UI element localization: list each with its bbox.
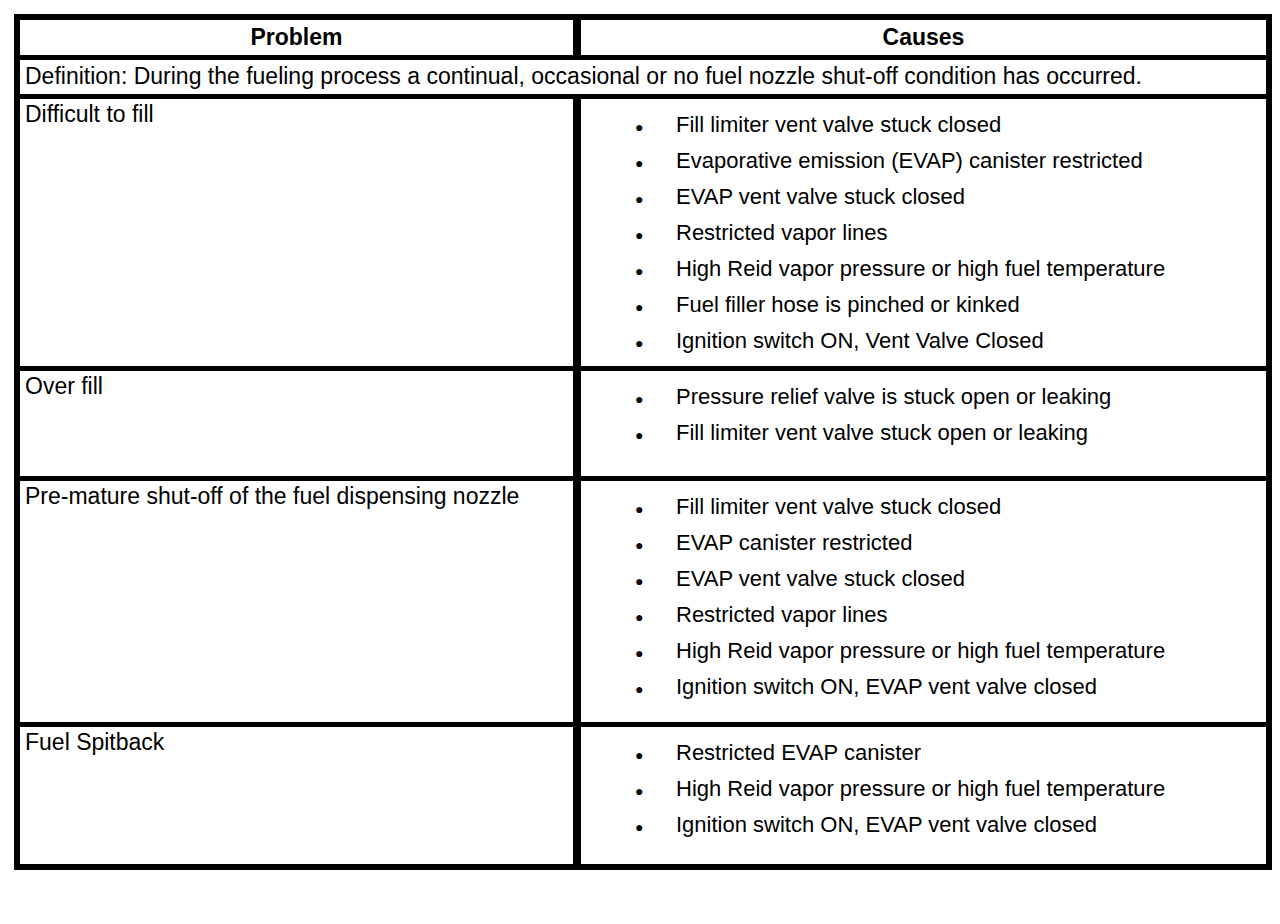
cause-item: ● Ignition switch ON, EVAP vent valve cl… [631, 808, 1262, 844]
cause-item: ● Restricted EVAP canister [631, 736, 1262, 772]
problem-cell: Pre-mature shut-off of the fuel dispensi… [17, 478, 577, 724]
definition-text: Definition: During the fueling process a… [17, 57, 1269, 96]
cause-label: Ignition switch ON, Vent Valve Closed [676, 324, 1262, 357]
table-row: Fuel Spitback ● Restricted EVAP canister… [17, 724, 1269, 867]
cause-label: Fill limiter vent valve stuck closed [676, 108, 1262, 141]
cause-item: ● Evaporative emission (EVAP) canister r… [631, 144, 1262, 180]
cause-label: Restricted vapor lines [676, 216, 1262, 249]
cause-item: ● EVAP vent valve stuck closed [631, 180, 1262, 216]
cause-item: ● Ignition switch ON, EVAP vent valve cl… [631, 670, 1262, 706]
cause-item: ● Fill limiter vent valve stuck open or … [631, 416, 1262, 452]
cause-label: Restricted EVAP canister [676, 736, 1262, 769]
definition-row: Definition: During the fueling process a… [17, 57, 1269, 96]
bullet-icon: ● [631, 775, 676, 808]
cause-item: ● Restricted vapor lines [631, 216, 1262, 252]
causes-cell: ● Fill limiter vent valve stuck closed ●… [577, 478, 1269, 724]
cause-item: ● Fill limiter vent valve stuck closed [631, 108, 1262, 144]
cause-label: EVAP vent valve stuck closed [676, 562, 1262, 595]
bullet-icon: ● [631, 811, 676, 844]
table-header-row: Problem Causes [17, 17, 1269, 57]
causes-list: ● Pressure relief valve is stuck open or… [581, 380, 1262, 452]
cause-label: Pressure relief valve is stuck open or l… [676, 380, 1262, 413]
problem-label: Difficult to fill [25, 101, 154, 127]
bullet-icon: ● [631, 327, 676, 360]
bullet-icon: ● [631, 111, 676, 144]
bullet-icon: ● [631, 419, 676, 452]
problem-label: Pre-mature shut-off of the fuel dispensi… [25, 483, 519, 509]
cause-label: High Reid vapor pressure or high fuel te… [676, 252, 1262, 285]
cause-item: ● Fill limiter vent valve stuck closed [631, 490, 1262, 526]
bullet-icon: ● [631, 183, 676, 216]
causes-cell: ● Restricted EVAP canister ● High Reid v… [577, 724, 1269, 867]
cause-item: ● EVAP canister restricted [631, 526, 1262, 562]
cause-item: ● EVAP vent valve stuck closed [631, 562, 1262, 598]
bullet-icon: ● [631, 637, 676, 670]
causes-list: ● Restricted EVAP canister ● High Reid v… [581, 736, 1262, 844]
cause-label: Fuel filler hose is pinched or kinked [676, 288, 1262, 321]
cause-label: EVAP canister restricted [676, 526, 1262, 559]
table-row: Difficult to fill ● Fill limiter vent va… [17, 96, 1269, 368]
cause-label: EVAP vent valve stuck closed [676, 180, 1262, 213]
cause-item: ● Pressure relief valve is stuck open or… [631, 380, 1262, 416]
bullet-icon: ● [631, 147, 676, 180]
cause-label: Ignition switch ON, EVAP vent valve clos… [676, 808, 1262, 841]
table-row: Over fill ● Pressure relief valve is stu… [17, 368, 1269, 478]
bullet-icon: ● [631, 291, 676, 324]
cause-label: Evaporative emission (EVAP) canister res… [676, 144, 1262, 177]
causes-list: ● Fill limiter vent valve stuck closed ●… [581, 490, 1262, 706]
cause-label: Fill limiter vent valve stuck open or le… [676, 416, 1262, 449]
cause-label: High Reid vapor pressure or high fuel te… [676, 634, 1262, 667]
bullet-icon: ● [631, 739, 676, 772]
cause-item: ● Fuel filler hose is pinched or kinked [631, 288, 1262, 324]
bullet-icon: ● [631, 493, 676, 526]
cause-label: Restricted vapor lines [676, 598, 1262, 631]
cause-item: ● Restricted vapor lines [631, 598, 1262, 634]
column-header-causes: Causes [577, 17, 1269, 57]
problem-cell: Difficult to fill [17, 96, 577, 368]
problem-label: Over fill [25, 373, 103, 399]
cause-item: ● High Reid vapor pressure or high fuel … [631, 772, 1262, 808]
bullet-icon: ● [631, 565, 676, 598]
bullet-icon: ● [631, 529, 676, 562]
causes-list: ● Fill limiter vent valve stuck closed ●… [581, 108, 1262, 360]
bullet-icon: ● [631, 673, 676, 706]
cause-label: Ignition switch ON, EVAP vent valve clos… [676, 670, 1262, 703]
column-header-problem: Problem [17, 17, 577, 57]
cause-item: ● High Reid vapor pressure or high fuel … [631, 634, 1262, 670]
bullet-icon: ● [631, 219, 676, 252]
document-page: Problem Causes Definition: During the fu… [0, 0, 1280, 870]
causes-cell: ● Pressure relief valve is stuck open or… [577, 368, 1269, 478]
table-row: Pre-mature shut-off of the fuel dispensi… [17, 478, 1269, 724]
problem-cell: Fuel Spitback [17, 724, 577, 867]
cause-item: ● Ignition switch ON, Vent Valve Closed [631, 324, 1262, 360]
causes-cell: ● Fill limiter vent valve stuck closed ●… [577, 96, 1269, 368]
bullet-icon: ● [631, 255, 676, 288]
cause-label: High Reid vapor pressure or high fuel te… [676, 772, 1262, 805]
cause-item: ● High Reid vapor pressure or high fuel … [631, 252, 1262, 288]
bullet-icon: ● [631, 601, 676, 634]
cause-label: Fill limiter vent valve stuck closed [676, 490, 1262, 523]
bullet-icon: ● [631, 383, 676, 416]
problem-causes-table: Problem Causes Definition: During the fu… [14, 14, 1272, 870]
problem-label: Fuel Spitback [25, 729, 164, 755]
problem-cell: Over fill [17, 368, 577, 478]
